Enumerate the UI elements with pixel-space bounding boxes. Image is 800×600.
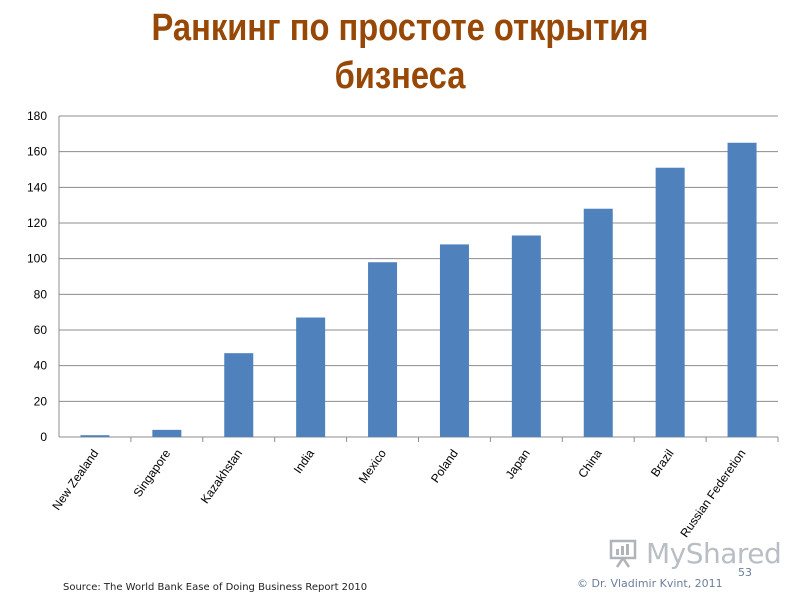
bar-mexico — [368, 262, 398, 437]
bar-new-zealand — [80, 435, 110, 437]
y-tick-label-20: 20 — [34, 394, 48, 408]
y-tick-label-160: 160 — [27, 145, 47, 159]
x-tick-label-new-zealand: New Zealand — [49, 447, 101, 513]
x-tick-label-kazakhstan: Kazakhstan — [198, 447, 245, 506]
x-tick-label-poland: Poland — [428, 447, 461, 486]
x-tick-label-mexico: Mexico — [356, 446, 389, 485]
x-tick-label-russian-federetion: Russian Federetion — [677, 447, 748, 540]
y-tick-label-140: 140 — [27, 180, 47, 194]
watermark-text: MyShared — [646, 536, 782, 570]
x-tick-label-brazil: Brazil — [648, 447, 677, 480]
bar-india — [296, 317, 326, 437]
bar-japan — [511, 235, 541, 437]
x-tick-label-singapore: Singapore — [130, 446, 173, 499]
bar-singapore — [152, 429, 182, 437]
chart-title-line-1: Ранкинг по простоте открытия — [151, 7, 649, 49]
x-tick-label-japan: Japan — [503, 447, 533, 482]
x-tick-label-india: India — [291, 446, 318, 476]
watermark-logo: MyShared — [608, 536, 782, 570]
bar-brazil — [655, 167, 685, 437]
chart-title-line-2: бизнеса — [334, 55, 466, 97]
bar-russian-federetion — [727, 142, 757, 437]
bar-china — [583, 208, 613, 437]
y-tick-label-0: 0 — [40, 430, 47, 444]
copyright-note: © Dr. Vladimir Kvint, 2011 — [577, 577, 723, 590]
y-tick-label-80: 80 — [34, 287, 48, 301]
source-note: Source: The World Bank Ease of Doing Bus… — [63, 582, 368, 593]
y-tick-label-40: 40 — [34, 359, 48, 373]
x-tick-label-china: China — [575, 446, 605, 480]
bar-kazakhstan — [224, 353, 254, 437]
bar-poland — [439, 244, 469, 437]
y-tick-label-120: 120 — [27, 216, 47, 230]
y-tick-label-180: 180 — [27, 109, 47, 123]
y-tick-label-100: 100 — [27, 252, 47, 266]
chart-title: Ранкинг по простоте открытия бизнеса — [56, 4, 744, 100]
page-number: 53 — [738, 566, 752, 579]
y-tick-label-60: 60 — [34, 323, 48, 337]
presentation-board-icon — [609, 539, 637, 568]
